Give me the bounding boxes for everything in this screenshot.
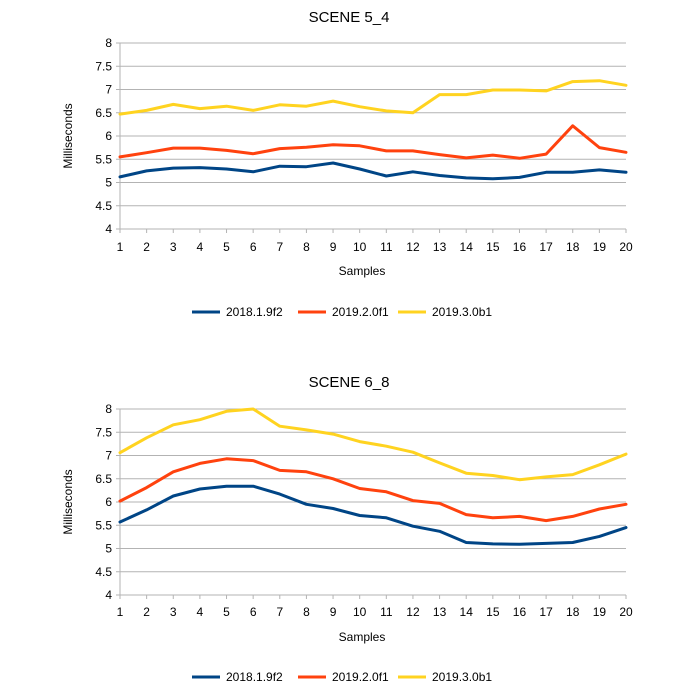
x-tick-label: 20 [619, 240, 633, 254]
y-tick-label: 7.5 [95, 59, 112, 73]
y-tick-label: 5.5 [95, 152, 112, 166]
y-tick-label: 6.5 [95, 472, 112, 486]
series-line-2019-3-0b1 [118, 407, 628, 482]
y-tick-label: 4 [105, 222, 112, 236]
legend-label: 2019.2.0f1 [332, 670, 389, 684]
chart-title: SCENE 6_8 [309, 374, 390, 391]
x-tick-label: 3 [170, 240, 177, 254]
series-line-2018-1-9f2 [118, 484, 628, 546]
x-tick-label: 4 [197, 240, 204, 254]
y-tick-label: 4 [105, 588, 112, 602]
x-tick-label: 15 [486, 605, 500, 619]
y-tick-label: 8 [105, 36, 112, 50]
x-tick-label: 6 [250, 240, 257, 254]
legend-label: 2018.1.9f2 [226, 305, 283, 319]
x-tick-label: 1 [117, 605, 124, 619]
x-tick-label: 16 [513, 240, 527, 254]
chart-title: SCENE 5_4 [309, 9, 390, 26]
chart-scene-5-4: SCENE 5_444.555.566.577.581 2 3 4 5 6 7 8 9 10 11 1… [61, 9, 633, 319]
series-line-2019-2-0f1 [118, 124, 628, 160]
legend-label: 2019.2.0f1 [332, 305, 389, 319]
x-tick-label: 3 [170, 605, 177, 619]
x-tick-label: 18 [566, 605, 580, 619]
y-tick-label: 7.5 [95, 425, 112, 439]
x-tick-label: 10 [353, 605, 367, 619]
y-tick-label: 6 [105, 495, 112, 509]
series-line-2019-2-0f1 [118, 457, 628, 523]
y-tick-label: 6.5 [95, 106, 112, 120]
x-tick-label: 12 [406, 240, 420, 254]
x-tick-label: 14 [460, 240, 474, 254]
x-tick-label: 6 [250, 605, 257, 619]
x-tick-label: 14 [460, 605, 474, 619]
x-tick-label: 11 [380, 240, 393, 254]
x-axis-label: Samples [339, 630, 386, 644]
x-tick-label: 15 [486, 240, 500, 254]
y-tick-label: 7 [105, 83, 112, 97]
series-line-2018-1-9f2 [118, 161, 628, 181]
x-tick-label: 20 [619, 605, 633, 619]
y-axis-label: Milliseconds [61, 469, 75, 534]
legend-label: 2018.1.9f2 [226, 670, 283, 684]
x-tick-label: 13 [433, 605, 447, 619]
legend-label: 2019.3.0b1 [432, 670, 492, 684]
x-tick-label: 19 [593, 605, 607, 619]
y-tick-label: 8 [105, 402, 112, 416]
x-tick-label: 16 [513, 605, 527, 619]
x-tick-label: 7 [276, 240, 283, 254]
series-line-2019-3-0b1 [118, 79, 628, 116]
y-tick-label: 7 [105, 449, 112, 463]
x-tick-label: 1 [117, 240, 124, 254]
x-tick-label: 19 [593, 240, 607, 254]
y-tick-label: 6 [105, 129, 112, 143]
y-tick-label: 5 [105, 176, 112, 190]
y-tick-label: 5.5 [95, 518, 112, 532]
y-axis-label: Milliseconds [61, 103, 75, 168]
chart-scene-6-8: SCENE 6_844.555.566.577.581 2 3 4 5 6 7 8 9 10 11 1… [61, 374, 633, 684]
y-tick-label: 4.5 [95, 199, 112, 213]
x-tick-label: 11 [380, 605, 393, 619]
x-tick-label: 13 [433, 240, 447, 254]
x-tick-label: 10 [353, 240, 367, 254]
x-tick-label: 17 [539, 240, 553, 254]
x-tick-label: 8 [303, 605, 310, 619]
x-axis-label: Samples [339, 264, 386, 278]
x-tick-label: 2 [143, 240, 150, 254]
x-tick-label: 2 [143, 605, 150, 619]
y-tick-label: 5 [105, 542, 112, 556]
x-tick-label: 12 [406, 605, 420, 619]
x-tick-label: 9 [330, 240, 337, 254]
x-tick-label: 8 [303, 240, 310, 254]
x-tick-label: 18 [566, 240, 580, 254]
x-tick-label: 17 [539, 605, 553, 619]
y-tick-label: 4.5 [95, 565, 112, 579]
x-tick-label: 5 [223, 605, 230, 619]
x-tick-label: 4 [197, 605, 204, 619]
legend-label: 2019.3.0b1 [432, 305, 492, 319]
x-tick-label: 7 [276, 605, 283, 619]
x-tick-label: 9 [330, 605, 337, 619]
x-tick-label: 5 [223, 240, 230, 254]
